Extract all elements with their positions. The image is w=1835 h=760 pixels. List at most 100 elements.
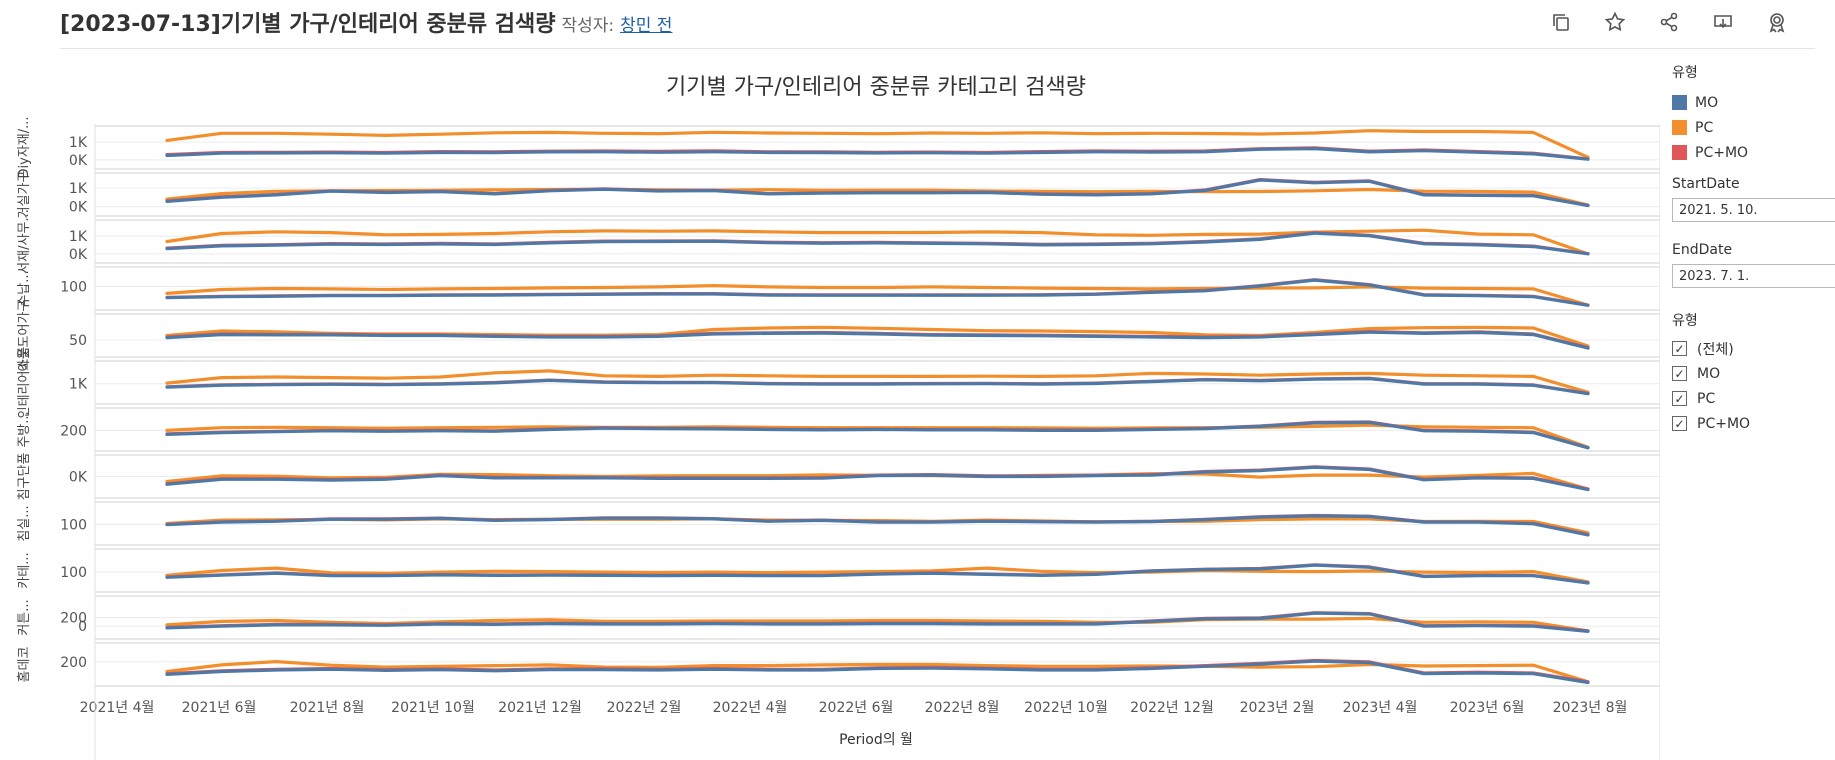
x-tick-label: 2021년 6월	[182, 700, 257, 716]
star-icon	[1604, 11, 1626, 32]
type-filter-title: 유형	[1672, 313, 1698, 329]
legend-item[interactable]: PC+MO	[1672, 140, 1832, 165]
legend-item[interactable]: MO	[1672, 90, 1832, 115]
author-link[interactable]: 창민 전	[620, 16, 673, 36]
dashboard-title: [2023-07-13]기기별 가구/인테리어 중분류 검색량	[60, 12, 556, 37]
x-tick-label: 2021년 8월	[290, 700, 365, 716]
legend-swatch	[1672, 145, 1687, 160]
y-tick-label: 100	[60, 280, 87, 296]
y-tick-label: 0K	[69, 470, 88, 486]
toolbar	[1543, 8, 1795, 36]
type-filter-option[interactable]: ✓ PC+MO	[1672, 411, 1835, 436]
legend-label: PC	[1695, 119, 1714, 136]
series-line-mo[interactable]	[165, 178, 1590, 208]
row-label: 침구단품	[17, 453, 32, 501]
series-line-mo[interactable]	[165, 563, 1590, 585]
row-label: 홈데코	[17, 647, 32, 683]
series-line-pc[interactable]	[165, 566, 1590, 584]
series-line-mo[interactable]	[165, 231, 1590, 256]
chart-row: 1K 0K Diy자재/...	[17, 116, 1660, 179]
download-button[interactable]	[1705, 8, 1741, 36]
chart-row: 50 아웃도어가구	[17, 300, 1660, 371]
share-button[interactable]	[1651, 8, 1687, 36]
x-tick-label: 2021년 4월	[80, 700, 155, 716]
legend-swatch	[1672, 95, 1687, 110]
y-tick-label: 0	[78, 619, 87, 635]
chart-row: 200 홈데코	[17, 642, 1660, 687]
x-tick-label: 2022년 8월	[925, 700, 1000, 716]
series-line-mo[interactable]	[165, 377, 1590, 396]
option-label: (전체)	[1697, 341, 1734, 358]
copy-icon	[1553, 14, 1569, 31]
row-label: 인테리어소품	[17, 347, 32, 419]
x-axis: 2021년 4월 2021년 6월 2021년 8월 2021년 10월 2021년 1…	[80, 124, 1660, 760]
x-tick-label: 2022년 6월	[819, 700, 894, 716]
row-label: 커튼...	[17, 599, 32, 635]
y-tick-label: 200	[60, 423, 87, 439]
x-tick-label: 2022년 2월	[607, 700, 682, 716]
option-label: MO	[1697, 365, 1721, 382]
legend-title: 유형	[1672, 65, 1698, 81]
download-icon	[1714, 15, 1732, 29]
x-tick-label: 2022년 10월	[1024, 700, 1108, 716]
checkbox[interactable]: ✓	[1672, 416, 1687, 431]
row-label: 주방...	[17, 411, 32, 447]
y-tick-label: 1K	[69, 229, 88, 245]
type-filter-option[interactable]: ✓ PC	[1672, 386, 1835, 411]
dashboard-header: [2023-07-13]기기별 가구/인테리어 중분류 검색량 작성자: 창민 …	[60, 6, 672, 40]
start-date-filter: StartDate	[1672, 176, 1835, 222]
series-line-pc[interactable]	[165, 284, 1590, 307]
checkbox[interactable]: ✓	[1672, 391, 1687, 406]
favorite-button[interactable]	[1597, 8, 1633, 36]
end-date-label: EndDate	[1672, 242, 1733, 258]
y-tick-label: 0K	[69, 200, 88, 216]
checkbox[interactable]: ✓	[1672, 366, 1687, 381]
series-line-pc[interactable]	[165, 228, 1590, 256]
type-filter-option[interactable]: ✓ MO	[1672, 361, 1835, 386]
series-line-pc[interactable]	[165, 659, 1590, 684]
series-line-mo[interactable]	[165, 659, 1590, 685]
start-date-input[interactable]	[1672, 198, 1835, 222]
type-filter-option[interactable]: ✓ (전체)	[1672, 336, 1835, 361]
row-panel	[94, 172, 1660, 217]
row-label: 침실...	[17, 505, 32, 541]
x-tick-label: 2022년 4월	[713, 700, 788, 716]
series-line-mo[interactable]	[165, 465, 1590, 492]
copy-button[interactable]	[1543, 8, 1579, 36]
x-tick-label: 2023년 2월	[1240, 700, 1315, 716]
y-tick-label: 1K	[69, 181, 88, 197]
y-tick-label: 50	[69, 333, 87, 349]
chart-row: 100 카테...	[17, 548, 1660, 593]
series-line-mo[interactable]	[165, 278, 1590, 307]
series-line-mo[interactable]	[165, 330, 1590, 350]
series-line-mo[interactable]	[165, 420, 1590, 450]
chart-row: 100 침실...	[17, 501, 1660, 546]
row-label: 서재/사무...	[17, 209, 32, 274]
series-line-pc[interactable]	[165, 369, 1590, 394]
legend-swatch	[1672, 120, 1687, 135]
series-line-mo[interactable]	[165, 514, 1590, 537]
color-legend: 유형 MO PC PC+MO	[1672, 62, 1832, 165]
option-label: PC	[1697, 390, 1716, 407]
x-tick-label: 2023년 4월	[1343, 700, 1418, 716]
chart-row: 200 주방...	[17, 407, 1660, 452]
checkbox[interactable]: ✓	[1672, 341, 1687, 356]
legend-label: MO	[1695, 94, 1719, 111]
chart-title: 기기별 가구/인테리어 중분류 카테고리 검색량	[666, 75, 1086, 100]
row-label: Diy자재/...	[17, 116, 32, 178]
legend-label: PC+MO	[1695, 144, 1749, 161]
series-line-mo[interactable]	[165, 146, 1590, 161]
chart-row: 1K 0K 거실가구	[17, 171, 1660, 218]
certify-button[interactable]	[1759, 8, 1795, 36]
legend-item[interactable]: PC	[1672, 115, 1832, 140]
series-line-mo[interactable]	[165, 611, 1590, 634]
share-icon	[1660, 12, 1678, 32]
y-tick-label: 200	[60, 611, 87, 627]
end-date-input[interactable]	[1672, 264, 1835, 288]
x-axis-label: Period의 월	[839, 732, 913, 748]
series-line-pc[interactable]	[165, 129, 1590, 159]
chart-row: 1K 0K 서재/사무...	[17, 209, 1660, 274]
y-tick-label: 1K	[69, 135, 88, 151]
header-divider	[60, 48, 1815, 49]
